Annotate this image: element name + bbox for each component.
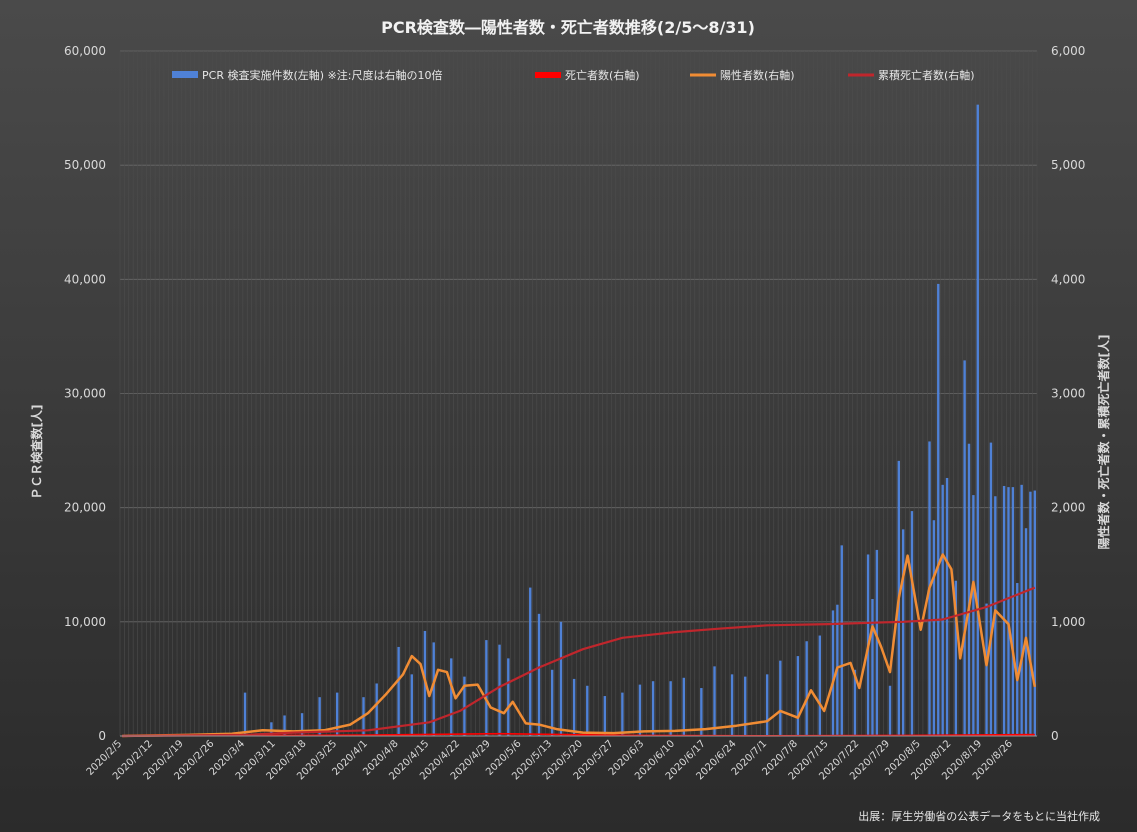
- pcr-bar: [432, 642, 435, 736]
- pcr-bar: [410, 674, 413, 736]
- pcr-bar: [875, 549, 879, 736]
- pcr-bar: [967, 443, 971, 736]
- left-tick-label: 0: [98, 729, 106, 743]
- pcr-bar: [963, 360, 966, 736]
- legend-entry: 死亡者数(右軸): [565, 68, 640, 82]
- pcr-bar: [283, 715, 286, 736]
- pcr-bar: [1024, 528, 1028, 736]
- left-tick-label: 20,000: [64, 501, 106, 515]
- pcr-bar: [831, 610, 835, 736]
- pcr-bar: [888, 685, 892, 736]
- series-line-2: [122, 553, 1037, 738]
- pcr-bar: [818, 635, 822, 736]
- pcr-bar: [485, 640, 488, 736]
- left-tick-label: 60,000: [64, 44, 106, 58]
- left-tick-label: 50,000: [64, 158, 106, 172]
- legend-entry: PCR 検査実施件数(左軸) ※注:尺度は右軸の10倍: [202, 68, 442, 82]
- series-line-3: [122, 586, 1036, 738]
- left-axis-label: ＰＣＲ検査数[人]: [29, 405, 44, 500]
- pcr-bar: [1029, 491, 1032, 736]
- pcr-bar: [1020, 484, 1023, 736]
- pcr-bar: [932, 520, 936, 736]
- pcr-bar: [730, 674, 734, 736]
- pcr-bar: [910, 511, 914, 736]
- pcr-bar: [397, 646, 400, 736]
- pcr-bar: [937, 283, 940, 736]
- pcr-bar: [537, 613, 541, 736]
- legend-entry: 陽性者数(右軸): [720, 68, 795, 82]
- left-tick-label: 40,000: [64, 272, 106, 286]
- pcr-bar: [972, 495, 975, 736]
- pcr-bar: [700, 688, 703, 736]
- pcr-bar: [765, 674, 769, 736]
- pcr-bar: [901, 529, 905, 736]
- right-tick-label: 5,000: [1051, 158, 1085, 172]
- pcr-bar: [840, 545, 843, 736]
- pcr-bar: [559, 621, 563, 736]
- line-layer: [122, 553, 1037, 738]
- pcr-bar: [450, 658, 453, 736]
- pcr-bar: [498, 644, 501, 736]
- pcr-bar: [651, 681, 655, 736]
- pcr-bar: [779, 660, 782, 736]
- right-tick-label: 1,000: [1051, 615, 1085, 629]
- pcr-bar: [270, 722, 273, 736]
- pcr-bar: [621, 692, 624, 736]
- pcr-bar: [985, 603, 988, 736]
- chart-title: PCR検査数―陽性者数・死亡者数推移(2/5～8/31): [381, 18, 755, 37]
- pcr-bar: [853, 669, 857, 736]
- pcr-bar: [1033, 490, 1037, 736]
- pcr-bar: [871, 599, 874, 736]
- legend: PCR 検査実施件数(左軸) ※注:尺度は右軸の10倍 死亡者数(右軸) 陽性者数(…: [172, 68, 975, 82]
- pcr-bar: [318, 697, 321, 736]
- pcr-bar: [586, 685, 589, 736]
- pcr-bar: [550, 669, 554, 736]
- pcr-bar: [335, 692, 339, 736]
- pcr-bar: [300, 713, 304, 736]
- series-line-1: [122, 732, 1035, 737]
- right-tick-label: 0: [1051, 729, 1059, 743]
- pcr-bar: [744, 676, 747, 736]
- source-note: 出展：厚生労働省の公表データをもとに当社作成: [858, 809, 1100, 823]
- right-tick-label: 4,000: [1051, 272, 1085, 286]
- pcr-bar: [669, 681, 672, 736]
- pcr-bar: [375, 683, 378, 736]
- legend-swatch: [172, 71, 198, 78]
- pcr-bar: [976, 104, 979, 737]
- legend-entry: 累積死亡者数(右軸): [878, 68, 975, 82]
- pcr-bar: [463, 676, 466, 736]
- pcr-bar: [805, 641, 808, 736]
- pcr-bar: [945, 477, 949, 736]
- right-tick-label: 2,000: [1051, 501, 1085, 515]
- right-axis-label: 陽性者数・死亡者数・累積死亡者数[人]: [1096, 335, 1111, 550]
- left-tick-label: 10,000: [64, 615, 106, 629]
- pcr-bar: [989, 442, 993, 736]
- pcr-bar: [682, 677, 686, 736]
- pcr-bar: [243, 692, 247, 736]
- pcr-bar: [1007, 487, 1010, 736]
- left-tick-label: 30,000: [64, 387, 106, 401]
- pcr-bar: [796, 656, 800, 736]
- pcr-bar: [713, 666, 716, 736]
- pcr-bar: [1002, 485, 1006, 736]
- pcr-bar: [529, 587, 532, 736]
- pcr-bar: [954, 580, 958, 736]
- pcr-bar: [1011, 487, 1015, 736]
- pcr-bar: [507, 658, 510, 736]
- pcr-bar: [941, 484, 944, 736]
- pcr-bar: [1016, 583, 1019, 736]
- right-tick-label: 6,000: [1051, 44, 1085, 58]
- right-tick-label: 3,000: [1051, 387, 1085, 401]
- pcr-bar: [603, 696, 607, 736]
- pcr-bar: [572, 678, 576, 736]
- pcr-bar: [638, 684, 642, 736]
